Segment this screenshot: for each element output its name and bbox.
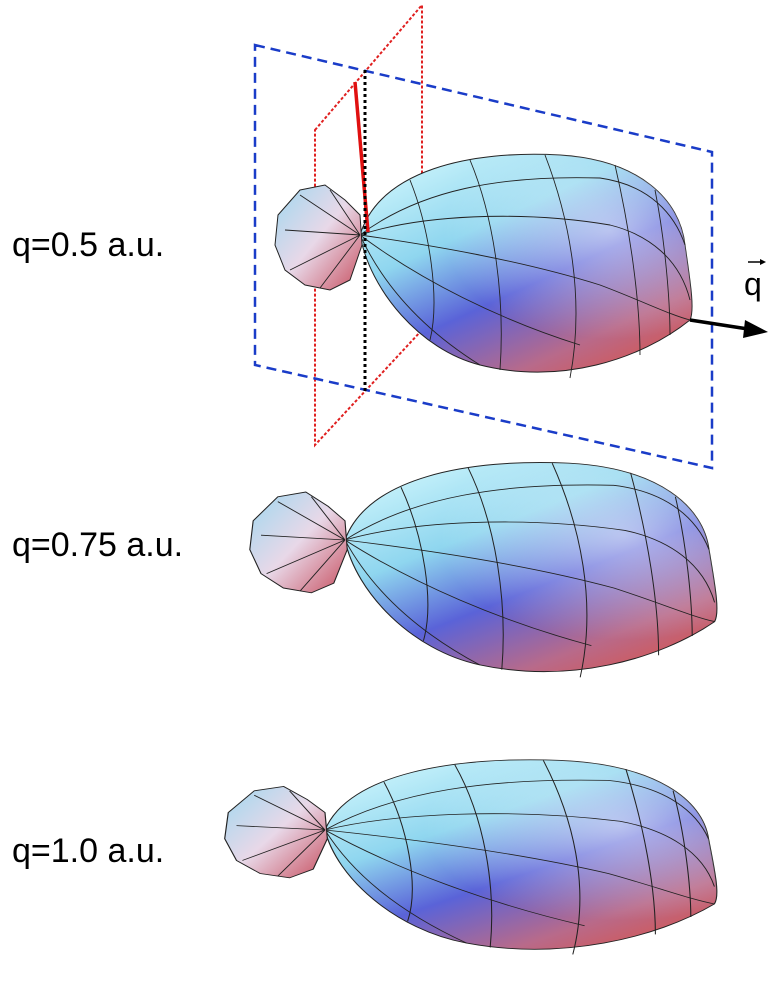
panel-label: q=0.75 a.u. — [12, 526, 183, 564]
lobe-plot — [224, 759, 718, 955]
lobe-plot — [274, 153, 693, 379]
panel-label: q=0.5 a.u. — [12, 226, 164, 264]
vector-arrow — [689, 318, 749, 331]
arrow-head — [743, 320, 768, 338]
lobe-plot — [249, 461, 718, 678]
vector-bar-head — [760, 259, 766, 265]
plane — [314, 2, 423, 448]
red-line — [353, 81, 370, 233]
vector-label: q — [744, 266, 762, 302]
panel-label: q=1.0 a.u. — [12, 832, 164, 870]
plane — [253, 43, 714, 470]
